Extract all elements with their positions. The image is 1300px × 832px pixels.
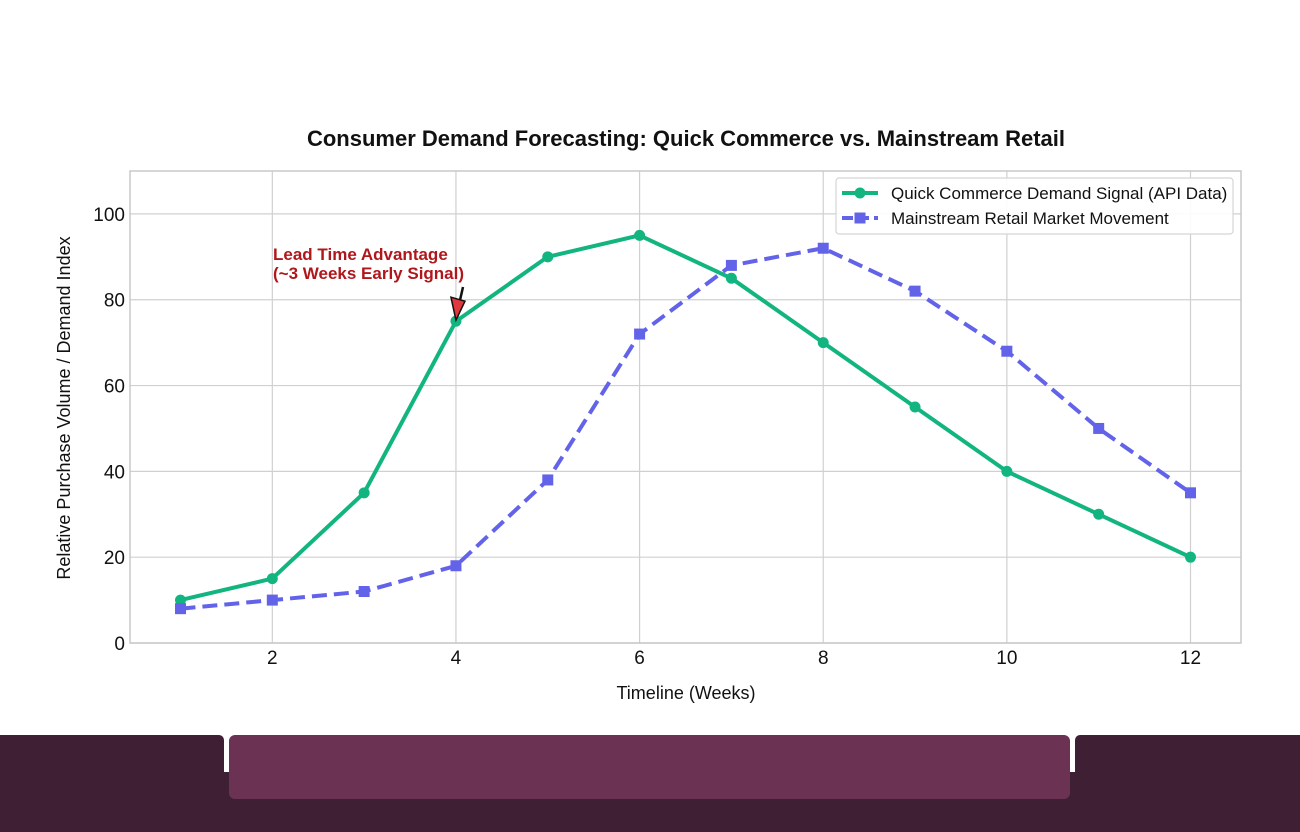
series-line [180, 246, 1192, 611]
y-tick-label: 20 [104, 548, 125, 569]
annotation-text: (~3 Weeks Early Signal) [273, 264, 464, 283]
chart-title: Consumer Demand Forecasting: Quick Comme… [307, 126, 1065, 151]
data-point [542, 474, 554, 486]
x-tick-label: 2 [267, 648, 278, 669]
y-tick-label: 0 [114, 634, 125, 655]
data-point [725, 272, 737, 284]
data-point [1185, 487, 1196, 499]
bottom-bar-left-panel [0, 735, 224, 832]
bottom-bar-right-panel [1075, 735, 1300, 832]
data-point [358, 487, 370, 499]
series-line [180, 233, 1192, 603]
axes: 2 4 6 8 10 12 0 20 40 60 80 100 [93, 170, 1242, 669]
data-point [358, 586, 370, 598]
legend-marker [854, 212, 866, 224]
data-point [1093, 422, 1105, 434]
series-layer [175, 229, 1196, 615]
annotation-arrow-head [449, 296, 467, 323]
x-tick-label: 4 [451, 648, 462, 669]
legend-marker [854, 187, 866, 199]
annotation-layer: Lead Time Advantage(~3 Weeks Early Signa… [273, 245, 467, 323]
data-point [817, 242, 829, 254]
legend-item: Quick Commerce Demand Signal (API Data) [842, 184, 1227, 203]
x-tick-label: 12 [1180, 648, 1201, 669]
data-point [909, 401, 921, 413]
legend-label: Mainstream Retail Market Movement [891, 209, 1169, 228]
data-point [450, 560, 462, 572]
data-point [725, 259, 737, 271]
series-1 [175, 229, 1196, 606]
y-tick-label: 80 [104, 291, 125, 312]
annotation-text: Lead Time Advantage [273, 245, 448, 264]
y-axis-label: Relative Purchase Volume / Demand Index [54, 236, 74, 579]
data-point [542, 251, 554, 263]
data-point [1001, 345, 1013, 357]
data-point [909, 285, 921, 297]
x-tick-label: 6 [634, 648, 645, 669]
data-point [817, 337, 829, 349]
annotation: Lead Time Advantage(~3 Weeks Early Signa… [273, 245, 467, 323]
x-tick-label: 10 [996, 648, 1017, 669]
x-tick-label: 8 [818, 648, 829, 669]
data-point [266, 594, 278, 606]
y-tick-label: 60 [104, 377, 125, 398]
legend-item: Mainstream Retail Market Movement [842, 209, 1169, 228]
plot-frame [129, 170, 1242, 644]
bottom-bar [0, 735, 1300, 832]
data-point [634, 229, 646, 241]
legend-box [835, 177, 1234, 235]
data-point [266, 573, 278, 585]
legend-label: Quick Commerce Demand Signal (API Data) [891, 184, 1227, 203]
data-point [1093, 508, 1105, 520]
data-point [1185, 551, 1196, 563]
bottom-bar-center-panel[interactable] [229, 735, 1070, 799]
x-axis-label: Timeline (Weeks) [616, 683, 755, 703]
y-tick-label: 100 [93, 205, 125, 226]
series-2 [175, 242, 1196, 615]
data-point [175, 594, 186, 606]
chart: Consumer Demand Forecasting: Quick Comme… [54, 126, 1242, 703]
data-point [1001, 465, 1013, 477]
y-tick-label: 40 [104, 462, 125, 483]
data-point [175, 603, 186, 615]
legend: Quick Commerce Demand Signal (API Data) M… [835, 177, 1234, 235]
data-point [634, 328, 646, 340]
